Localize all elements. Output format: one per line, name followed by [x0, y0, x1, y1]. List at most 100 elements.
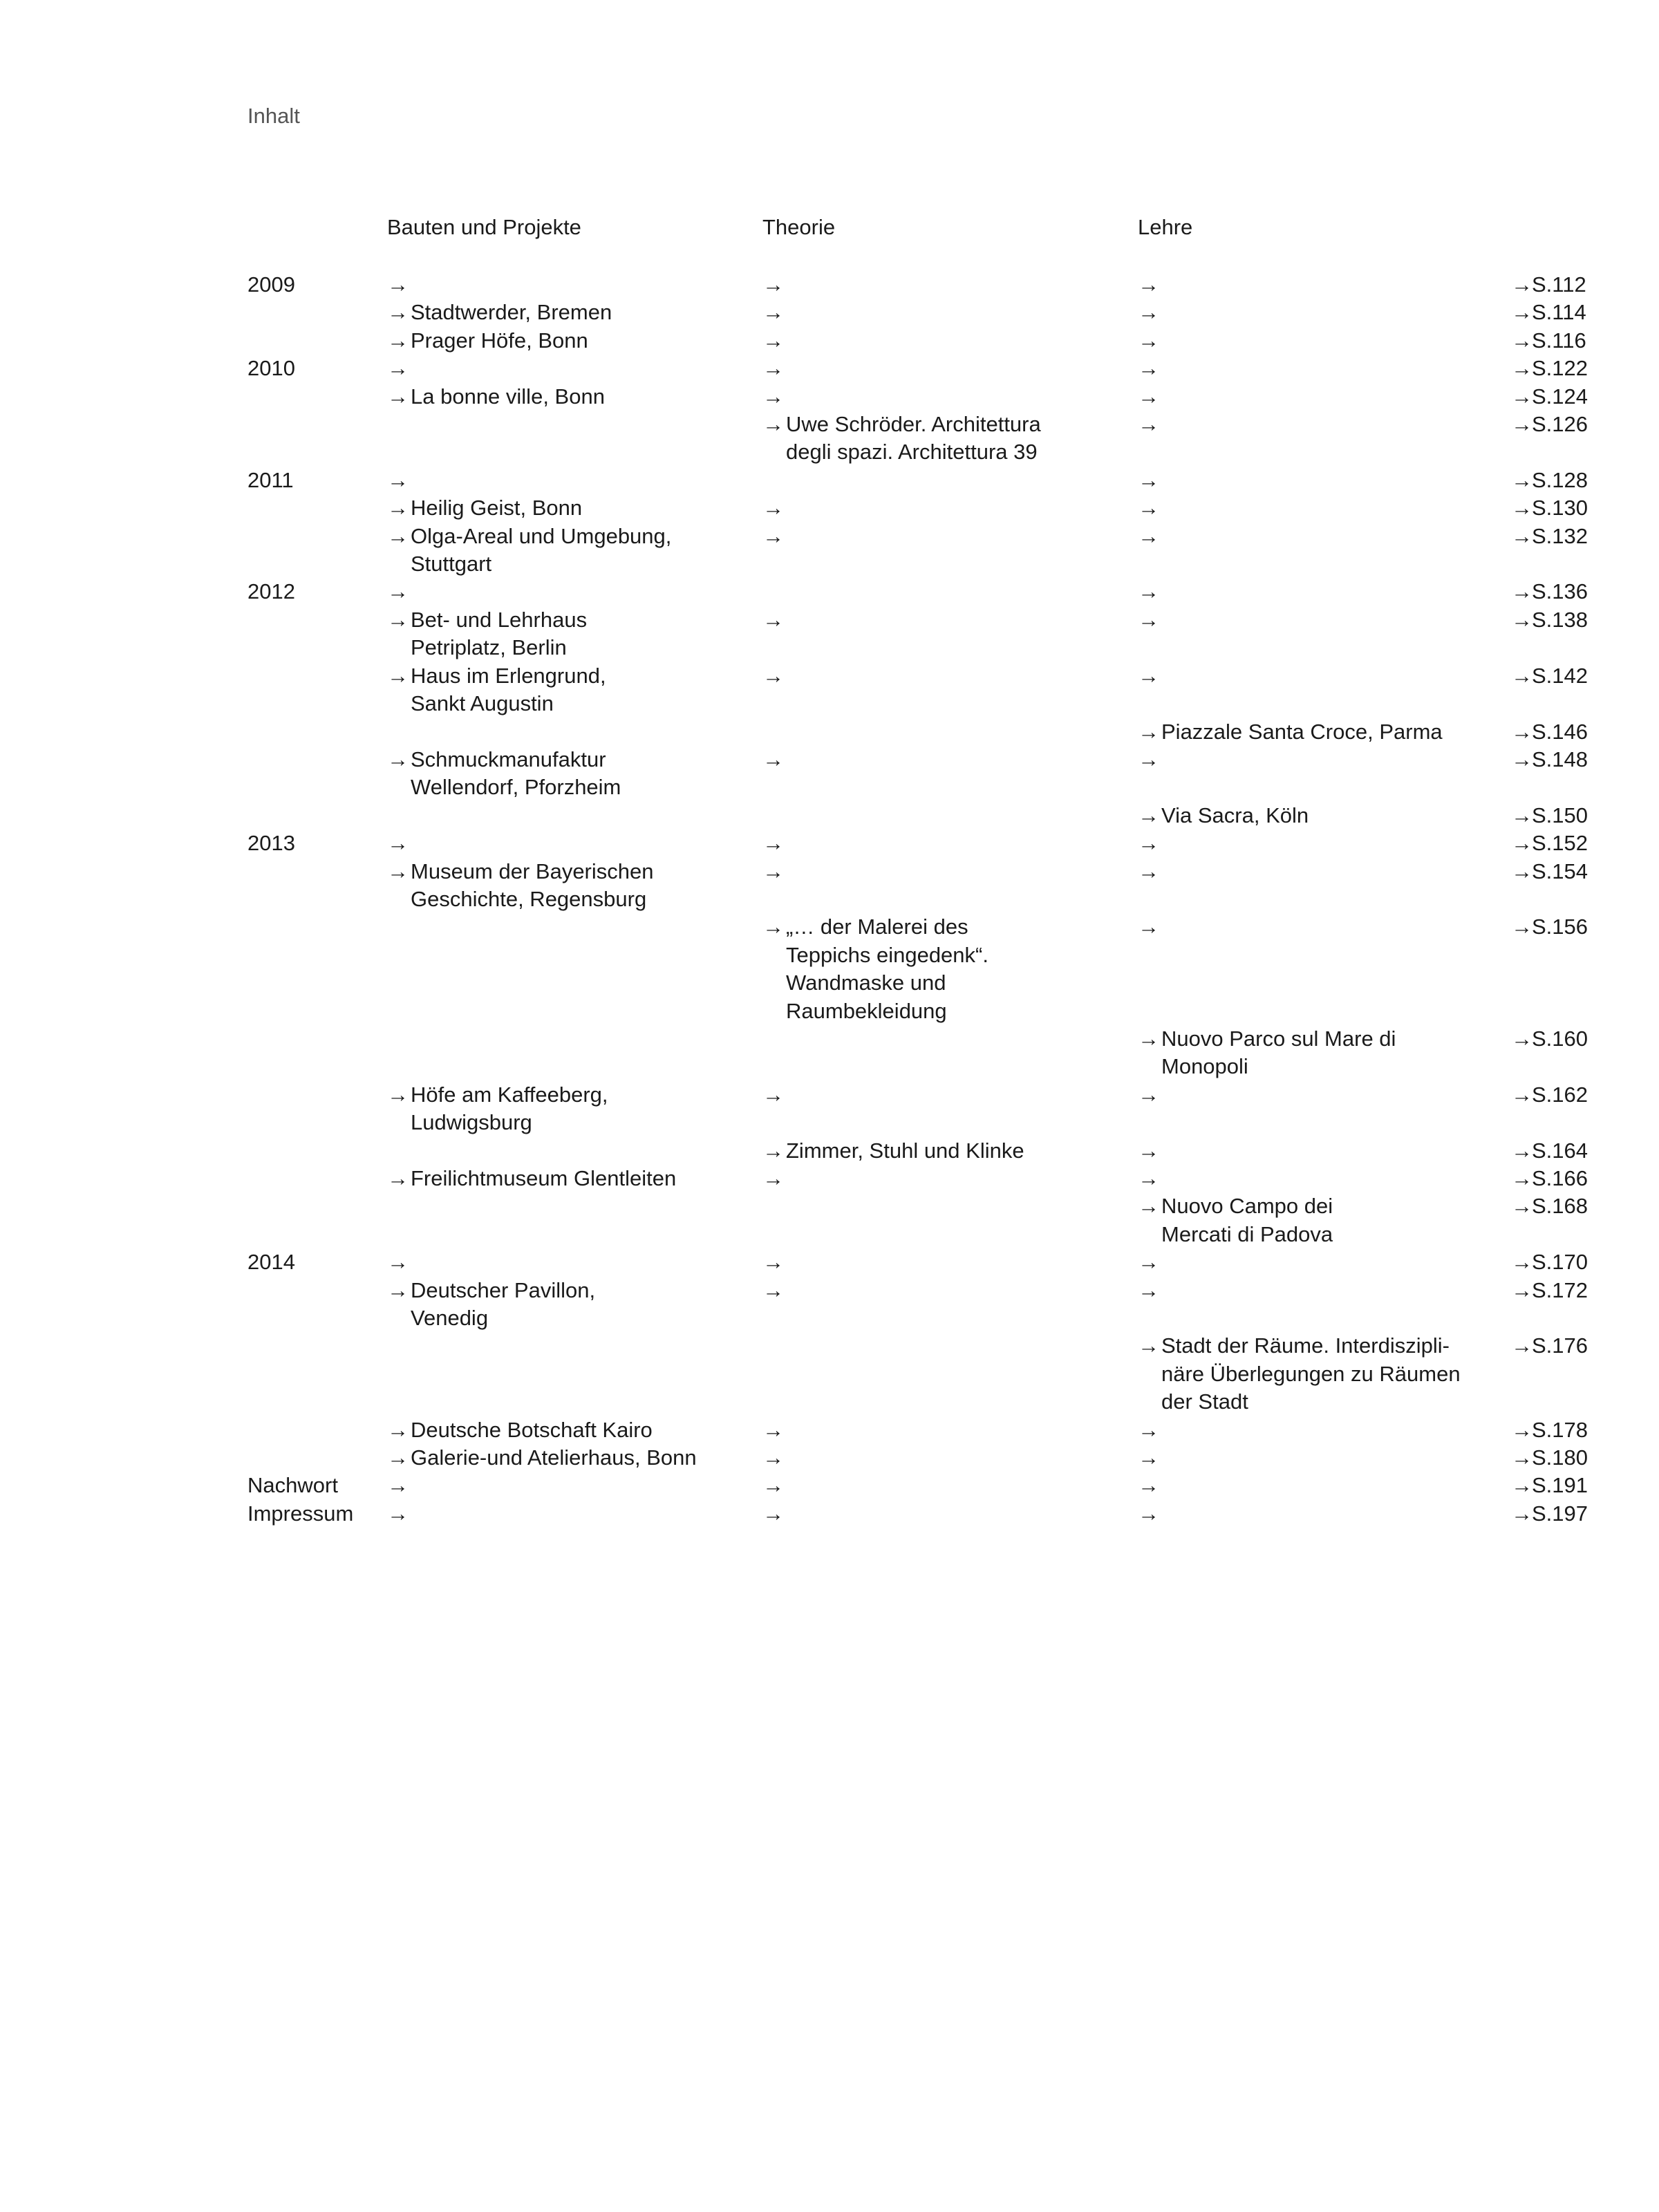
toc-row[interactable]: → Schmuckmanufaktur Wellendorf, Pforzheim…: [0, 746, 1659, 802]
theory-entry[interactable]: →: [762, 523, 1138, 579]
toc-row[interactable]: → Galerie-und Atelierhaus, Bonn → → → S.180: [0, 1444, 1659, 1472]
theory-entry[interactable]: →: [762, 606, 1138, 662]
project-entry[interactable]: → La bonne ville, Bonn: [387, 383, 762, 411]
teaching-entry[interactable]: →: [1138, 523, 1511, 579]
theory-entry[interactable]: →: [762, 271, 1138, 299]
theory-entry[interactable]: →: [762, 1472, 1138, 1499]
theory-entry[interactable]: → Zimmer, Stuhl und Klinke: [762, 1137, 1138, 1165]
theory-entry[interactable]: →: [762, 746, 1138, 802]
teaching-entry[interactable]: →: [1138, 858, 1511, 914]
page-reference[interactable]: → S.150: [1511, 802, 1659, 830]
toc-row[interactable]: Nachwort → → → → S.191: [0, 1472, 1659, 1499]
page-reference[interactable]: → S.166: [1511, 1165, 1659, 1192]
page-reference[interactable]: → S.156: [1511, 913, 1659, 1025]
teaching-entry[interactable]: →: [1138, 746, 1511, 802]
teaching-entry[interactable]: →: [1138, 1248, 1511, 1276]
toc-row[interactable]: → Olga-Areal und Umgebung, Stuttgart → → → S.…: [0, 523, 1659, 579]
toc-row[interactable]: → Stadtwerder, Bremen → → → S.114: [0, 299, 1659, 326]
page-reference[interactable]: → S.152: [1511, 830, 1659, 857]
teaching-entry[interactable]: →: [1138, 913, 1511, 1025]
theory-entry[interactable]: →: [762, 1500, 1138, 1528]
project-entry[interactable]: → Schmuckmanufaktur Wellendorf, Pforzheim: [387, 746, 762, 802]
project-entry[interactable]: →: [387, 1248, 762, 1276]
page-reference[interactable]: → S.132: [1511, 523, 1659, 579]
project-entry[interactable]: →: [387, 467, 762, 494]
toc-row[interactable]: → La bonne ville, Bonn → → → S.124: [0, 383, 1659, 411]
toc-row[interactable]: 2009 → → → → S.112: [0, 271, 1659, 299]
teaching-entry[interactable]: →: [1138, 383, 1511, 411]
teaching-entry[interactable]: →: [1138, 1137, 1511, 1165]
page-reference[interactable]: → S.160: [1511, 1025, 1659, 1081]
page-reference[interactable]: → S.112: [1511, 271, 1659, 299]
page-reference[interactable]: → S.124: [1511, 383, 1659, 411]
project-entry[interactable]: →: [387, 830, 762, 857]
teaching-entry[interactable]: → Via Sacra, Köln: [1138, 802, 1511, 830]
project-entry[interactable]: → Haus im Erlengrund, Sankt Augustin: [387, 662, 762, 718]
project-entry[interactable]: → Olga-Areal und Umgebung, Stuttgart: [387, 523, 762, 579]
theory-entry[interactable]: → Uwe Schröder. Architettura degli spazi.…: [762, 411, 1138, 467]
toc-row[interactable]: 2013 → → → → S.152: [0, 830, 1659, 857]
page-reference[interactable]: → S.136: [1511, 578, 1659, 606]
teaching-entry[interactable]: →: [1138, 578, 1511, 606]
toc-row[interactable]: → Via Sacra, Köln → S.150: [0, 802, 1659, 830]
teaching-entry[interactable]: →: [1138, 1500, 1511, 1528]
project-entry[interactable]: → Museum der Bayerischen Geschichte, Rege…: [387, 858, 762, 914]
teaching-entry[interactable]: →: [1138, 355, 1511, 382]
page-reference[interactable]: → S.138: [1511, 606, 1659, 662]
teaching-entry[interactable]: →: [1138, 1081, 1511, 1137]
project-entry[interactable]: → Galerie-und Atelierhaus, Bonn: [387, 1444, 762, 1472]
toc-row[interactable]: → Deutscher Pavillon, Venedig → → → S.172: [0, 1277, 1659, 1333]
page-reference[interactable]: → S.154: [1511, 858, 1659, 914]
teaching-entry[interactable]: →: [1138, 467, 1511, 494]
project-entry[interactable]: →: [387, 1472, 762, 1499]
page-reference[interactable]: → S.197: [1511, 1500, 1659, 1528]
project-entry[interactable]: → Bet- und Lehrhaus Petriplatz, Berlin: [387, 606, 762, 662]
teaching-entry[interactable]: →: [1138, 327, 1511, 355]
theory-entry[interactable]: →: [762, 1277, 1138, 1333]
theory-entry[interactable]: →: [762, 494, 1138, 522]
theory-entry[interactable]: →: [762, 299, 1138, 326]
toc-row[interactable]: 2011 → → → S.128: [0, 467, 1659, 494]
theory-entry[interactable]: →: [762, 830, 1138, 857]
teaching-entry[interactable]: →: [1138, 1444, 1511, 1472]
theory-entry[interactable]: →: [762, 1081, 1138, 1137]
page-reference[interactable]: → S.191: [1511, 1472, 1659, 1499]
page-reference[interactable]: → S.130: [1511, 494, 1659, 522]
teaching-entry[interactable]: →: [1138, 271, 1511, 299]
toc-row[interactable]: → Höfe am Kaffeeberg, Ludwigsburg → → → S.162: [0, 1081, 1659, 1137]
theory-entry[interactable]: →: [762, 327, 1138, 355]
toc-row[interactable]: → Heilig Geist, Bonn → → → S.130: [0, 494, 1659, 522]
project-entry[interactable]: →: [387, 355, 762, 382]
page-reference[interactable]: → S.172: [1511, 1277, 1659, 1333]
toc-row[interactable]: Impressum → → → → S.197: [0, 1500, 1659, 1528]
page-reference[interactable]: → S.164: [1511, 1137, 1659, 1165]
page-reference[interactable]: → S.114: [1511, 299, 1659, 326]
toc-row[interactable]: → Freilichtmuseum Glentleiten → → → S.166: [0, 1165, 1659, 1192]
toc-row[interactable]: → Piazzale Santa Croce, Parma → S.146: [0, 718, 1659, 746]
theory-entry[interactable]: →: [762, 383, 1138, 411]
page-reference[interactable]: → S.116: [1511, 327, 1659, 355]
theory-entry[interactable]: →: [762, 355, 1138, 382]
teaching-entry[interactable]: →: [1138, 411, 1511, 467]
teaching-entry[interactable]: →: [1138, 830, 1511, 857]
theory-entry[interactable]: →: [762, 662, 1138, 718]
toc-row[interactable]: → „… der Malerei des Teppichs eingedenk“.…: [0, 913, 1659, 1025]
page-reference[interactable]: → S.180: [1511, 1444, 1659, 1472]
toc-row[interactable]: 2012 → → → S.136: [0, 578, 1659, 606]
page-reference[interactable]: → S.176: [1511, 1332, 1659, 1416]
project-entry[interactable]: →: [387, 271, 762, 299]
page-reference[interactable]: → S.146: [1511, 718, 1659, 746]
page-reference[interactable]: → S.128: [1511, 467, 1659, 494]
teaching-entry[interactable]: →: [1138, 662, 1511, 718]
toc-row[interactable]: → Nuovo Parco sul Mare di Monopoli → S.160: [0, 1025, 1659, 1081]
teaching-entry[interactable]: →: [1138, 299, 1511, 326]
toc-row[interactable]: → Stadt der Räume. Interdiszipli- näre Üb…: [0, 1332, 1659, 1416]
project-entry[interactable]: → Deutscher Pavillon, Venedig: [387, 1277, 762, 1333]
page-reference[interactable]: → S.170: [1511, 1248, 1659, 1276]
theory-entry[interactable]: →: [762, 858, 1138, 914]
toc-row[interactable]: → Nuovo Campo dei Mercati di Padova → S.168: [0, 1192, 1659, 1248]
page-reference[interactable]: → S.162: [1511, 1081, 1659, 1137]
project-entry[interactable]: → Deutsche Botschaft Kairo: [387, 1416, 762, 1444]
project-entry[interactable]: →: [387, 578, 762, 606]
toc-row[interactable]: → Zimmer, Stuhl und Klinke → → S.164: [0, 1137, 1659, 1165]
